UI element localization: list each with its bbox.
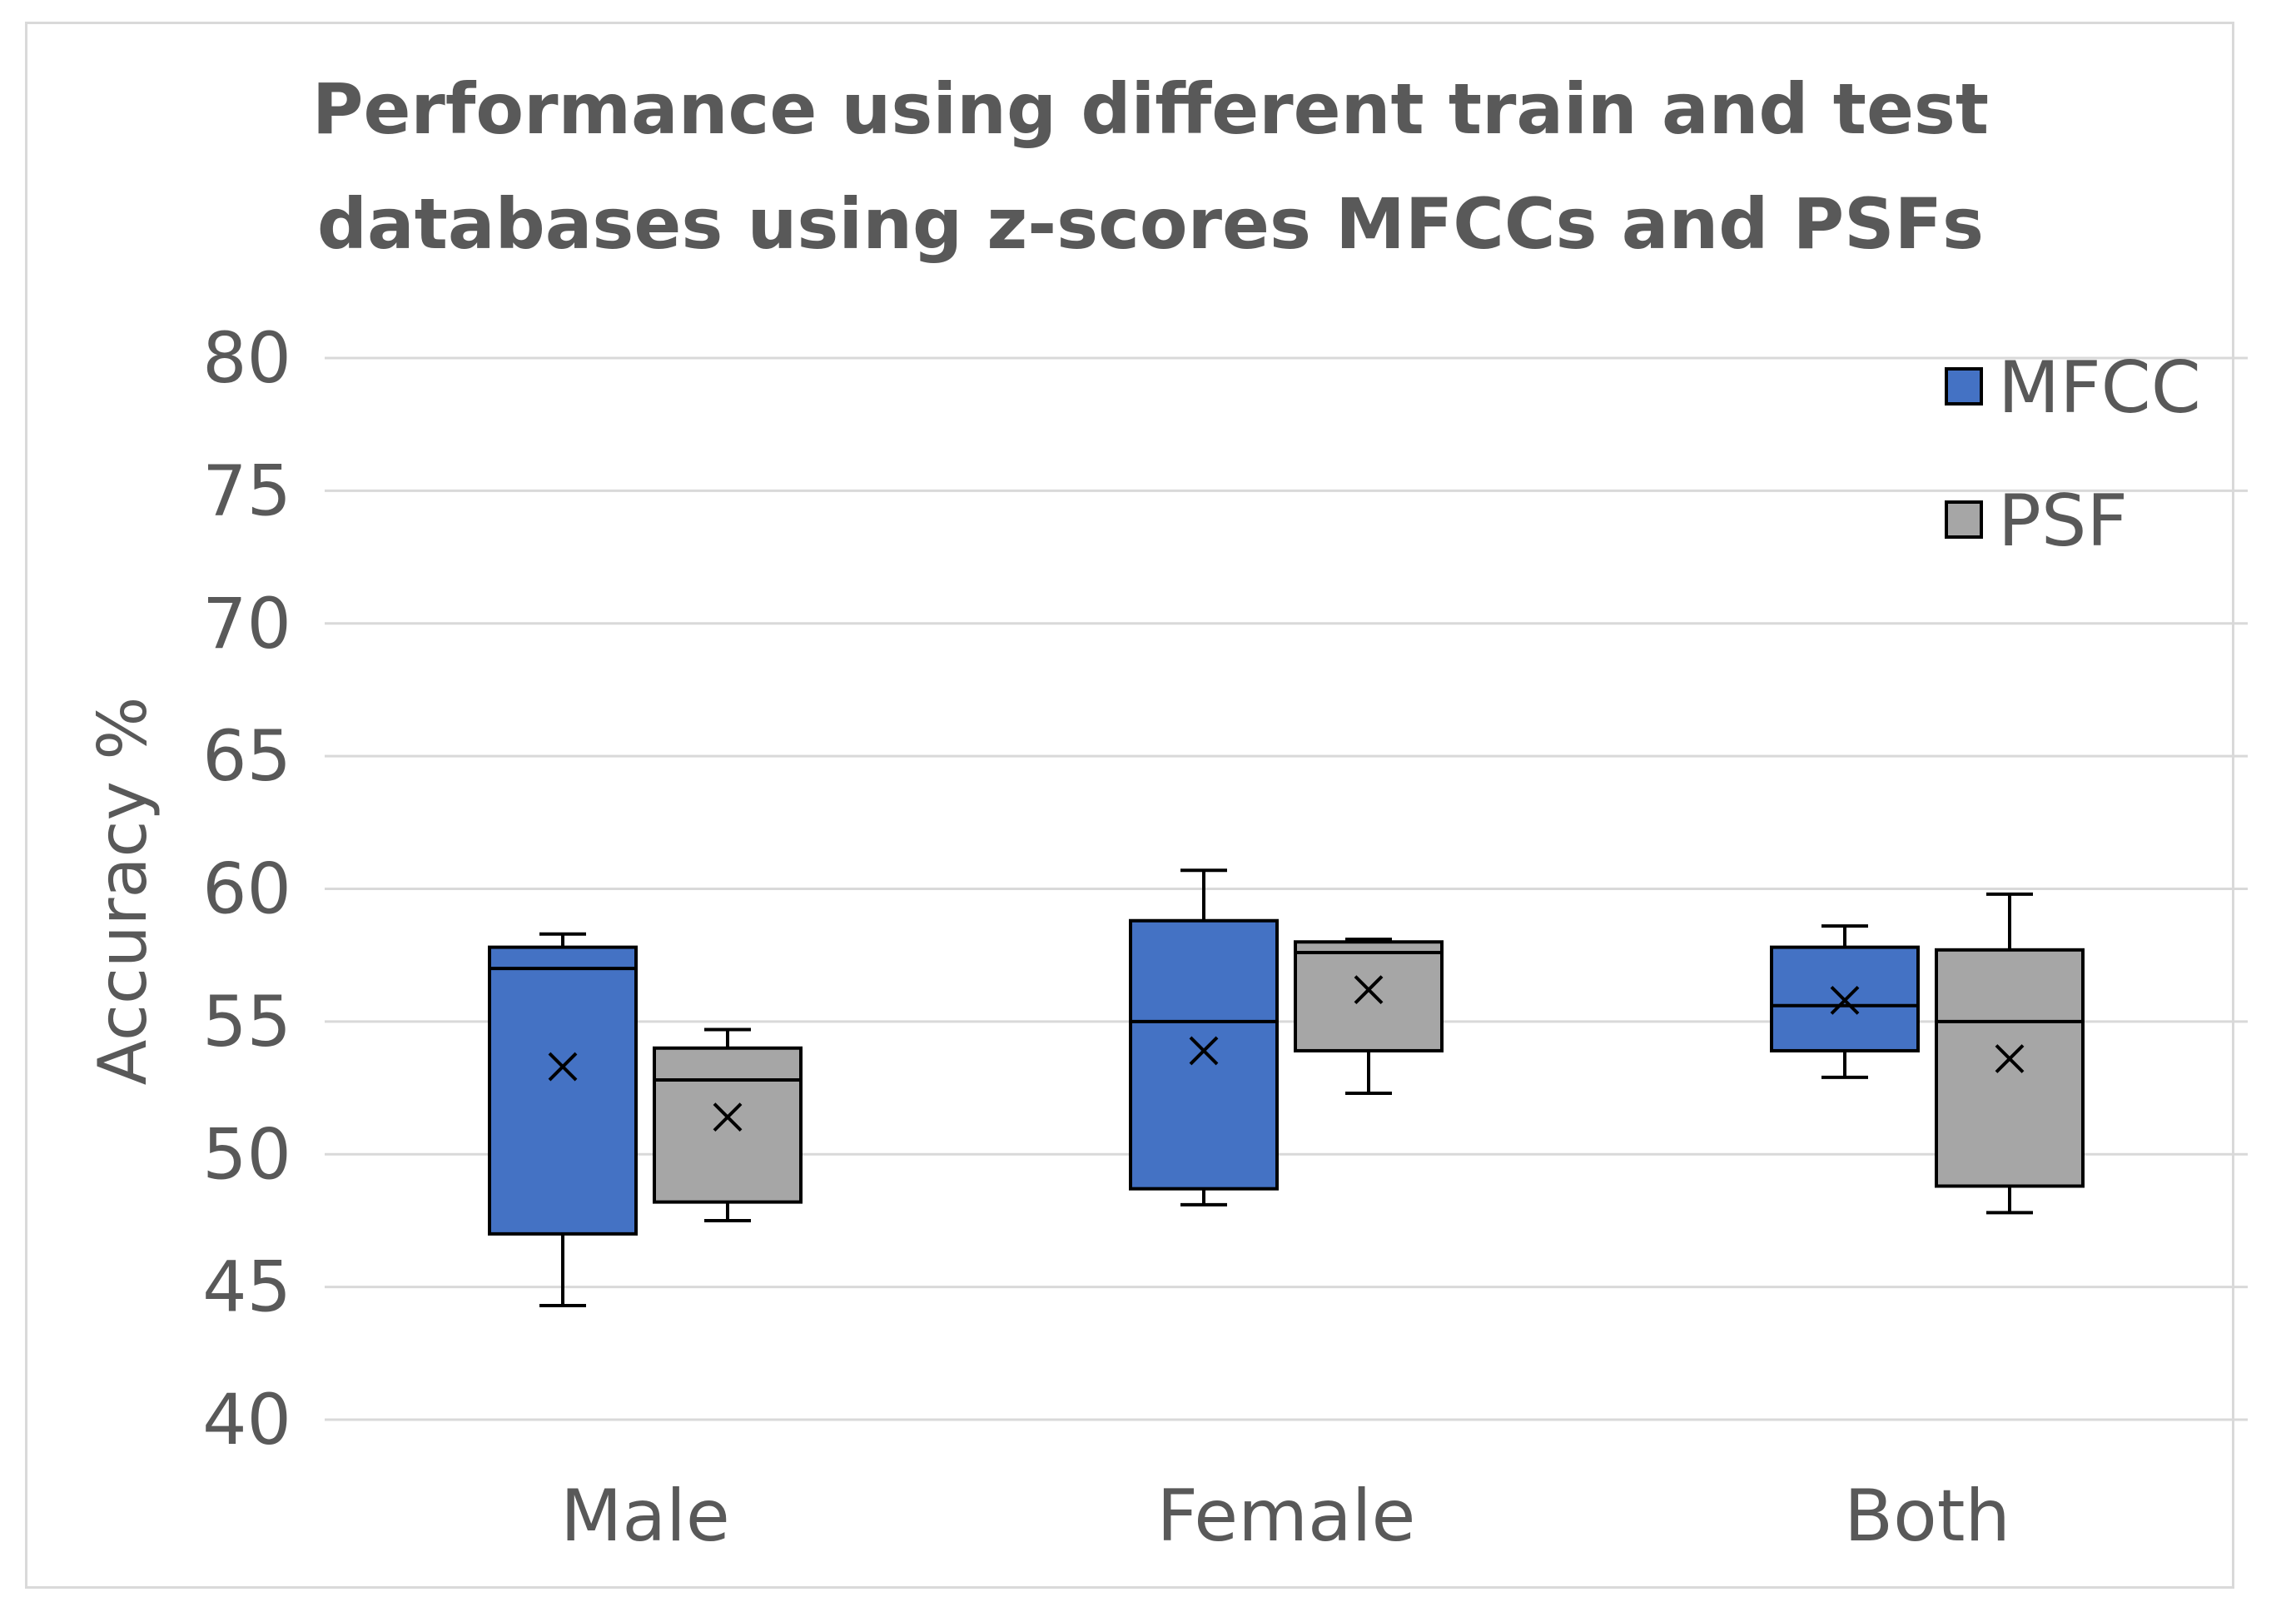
box-iqr (488, 945, 638, 1236)
legend-swatch-mfcc (1945, 367, 1983, 405)
legend-label-mfcc: MFCC (1998, 346, 2201, 430)
box-iqr (1129, 918, 1279, 1191)
y-axis-title: Accuracy % (84, 697, 162, 1086)
box-psf-male (653, 1027, 803, 1222)
y-tick-label: 55 (202, 981, 291, 1062)
legend-swatch-psf (1945, 500, 1983, 539)
y-tick-label: 70 (202, 583, 291, 664)
box-psf-both (1935, 892, 2085, 1215)
y-tick-label: 80 (202, 317, 291, 399)
y-tick-label: 45 (202, 1246, 291, 1328)
mean-marker (1995, 1044, 2025, 1073)
box-mfcc-both (1770, 924, 1920, 1079)
y-tick-label: 75 (202, 450, 291, 531)
box-iqr (653, 1046, 803, 1204)
x-category-label: Both (1844, 1475, 2010, 1558)
mean-marker (548, 1052, 578, 1082)
y-tick-label: 40 (202, 1379, 291, 1460)
box-iqr (1935, 948, 2085, 1188)
y-axis-ticks: 40 45 50 55 60 65 70 75 80 (202, 317, 291, 1460)
box-mfcc-male (488, 932, 638, 1307)
legend: MFCC PSF (1945, 346, 2201, 563)
y-tick-label: 50 (202, 1113, 291, 1195)
mean-marker (1354, 975, 1384, 1005)
box-iqr (1294, 940, 1444, 1052)
chart-title-line-2: databases using z-scores MFCCs and PSFs (317, 183, 1984, 265)
y-tick-label: 65 (202, 715, 291, 797)
x-category-label: Male (560, 1475, 730, 1558)
y-tick-label: 60 (202, 848, 291, 930)
mean-marker (713, 1102, 743, 1132)
x-category-label: Female (1157, 1475, 1416, 1558)
chart-frame (25, 22, 2234, 1589)
plot-area (488, 868, 2085, 1307)
box-mfcc-female (1129, 868, 1279, 1207)
mean-marker (1830, 985, 1860, 1015)
chart-title-line-1: Performance using different train and te… (312, 68, 1989, 150)
x-axis-categories: Male Female Both (560, 1475, 2010, 1558)
gridlines (325, 356, 2248, 1421)
legend-label-psf: PSF (1998, 480, 2128, 563)
mean-marker (1189, 1036, 1219, 1066)
box-psf-female (1294, 938, 1444, 1095)
